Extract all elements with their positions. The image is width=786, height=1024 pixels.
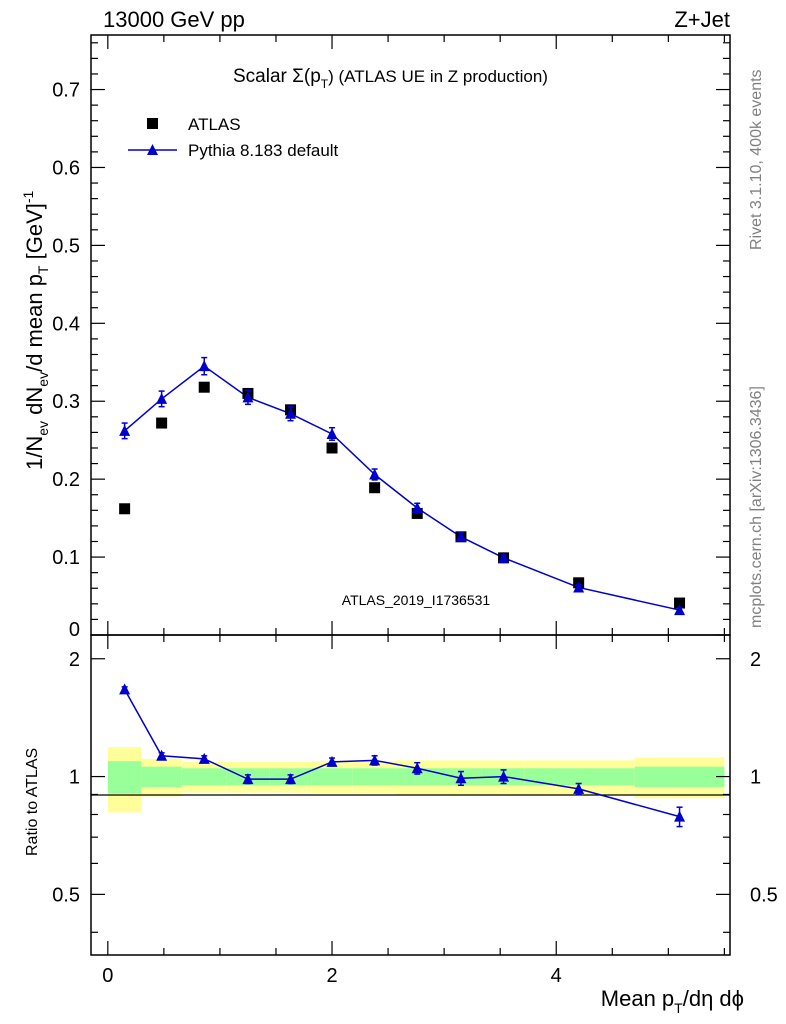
pythia-ratio-point (326, 755, 338, 767)
ratio-band-inner (634, 766, 725, 788)
ratio-band-inner (181, 768, 227, 786)
pythia-ratio-point (198, 752, 210, 764)
pythia-point (242, 391, 254, 403)
legend-pythia-label: Pythia 8.183 default (188, 141, 339, 160)
pythia-point (119, 424, 131, 436)
pythia-point (285, 407, 297, 419)
pythia-point (198, 360, 210, 372)
y-tick-label: 0 (69, 619, 80, 641)
pythia-ratio-point (242, 773, 254, 785)
x-tick-label: 2 (326, 965, 337, 987)
ylabel-part: [GeV] (22, 203, 47, 265)
y-tick-label: 0.4 (52, 313, 80, 335)
ylabel-sub: T (35, 265, 51, 274)
ratio-band-inner (311, 768, 353, 786)
ylabel-sup: -1 (20, 190, 36, 203)
atlas-data-point (198, 381, 210, 393)
ratio-band-inner (141, 766, 182, 788)
pythia-ratio-point (119, 683, 131, 695)
pythia-point (156, 392, 168, 404)
pythia-point (411, 501, 423, 513)
atlas-data-point (674, 597, 686, 609)
pythia-ratio-point (674, 810, 686, 822)
ylabel-part: 1/N (22, 436, 47, 470)
analysis-id-label: ATLAS_2019_I1736531 (342, 592, 491, 608)
ylabel-sub: ev (35, 372, 51, 387)
title-sub: T (321, 77, 329, 91)
pythia-point (674, 604, 686, 616)
source-label: mcplots.cern.ch [arXiv:1306.3436] (748, 386, 765, 628)
y-tick-label: 0.7 (52, 80, 80, 102)
y-tick-label: 0.1 (52, 547, 80, 569)
ratio-y-tick-label: 2 (69, 649, 80, 671)
process-label: Z+Jet (674, 7, 730, 32)
pythia-point (573, 581, 585, 593)
atlas-data-point (119, 503, 131, 515)
x-tick-label: 0 (102, 965, 113, 987)
ratio-y-tick-label-right: 0.5 (750, 884, 778, 906)
legend-pythia-marker (147, 144, 158, 155)
main-panel-frame (90, 34, 731, 636)
pythia-ratio-point (455, 772, 467, 784)
pythia-point (326, 427, 338, 439)
axes-ticks: 0 2 4 0 0.1 0.2 0.3 0.4 0.5 0.6 0.7 0.5 0.5 1 1 2 2 (52, 35, 778, 987)
data-marks (119, 356, 686, 828)
rivet-info-label: Rivet 3.1.10, 400k events (748, 69, 765, 250)
y-tick-label: 0.6 (52, 157, 80, 179)
atlas-data-point (369, 482, 381, 494)
atlas-data-point (411, 507, 423, 519)
pythia-ratio-point (411, 762, 423, 774)
ylabel-part: /d mean p (22, 274, 47, 372)
ratio-y-tick-label: 1 (69, 767, 80, 789)
legend: ATLAS Pythia 8.183 default (128, 115, 339, 160)
atlas-data-point (326, 442, 338, 454)
pythia-ratio-point (369, 754, 381, 766)
pythia-point (498, 551, 510, 563)
title-main: Scalar Σ(p (233, 66, 321, 87)
ratio-band-inner (524, 768, 635, 786)
legend-atlas-label: ATLAS (188, 115, 241, 134)
ylabel-part: dN (22, 387, 47, 421)
energy-label: 13000 GeV pp (103, 7, 245, 32)
xlabel-sub: T (674, 1000, 683, 1016)
y-tick-label: 0.3 (52, 391, 80, 413)
y-axis-label: 1/Nev dNev/d mean pT [GeV]-1 (20, 190, 51, 470)
x-axis-label: Mean pT/dη dϕ (601, 986, 744, 1016)
ratio-y-axis-label: Ratio to ATLAS (24, 748, 41, 856)
chart-title: Scalar Σ(pT) (ATLAS UE in Z production) (233, 66, 548, 91)
ratio-band-inner (107, 761, 142, 794)
x-tick-label: 4 (551, 965, 562, 987)
title-rest: ) (ATLAS UE in Z production) (328, 67, 548, 86)
ratio-uncertainty-bands (107, 747, 725, 813)
y-tick-label: 0.5 (52, 235, 80, 257)
ratio-band-inner (395, 768, 439, 786)
legend-atlas-marker (147, 118, 158, 129)
pythia-ratio-point (573, 782, 585, 794)
pythia-point (369, 468, 381, 480)
atlas-data-point (156, 417, 168, 429)
pythia-ratio-line (123, 689, 680, 818)
ratio-y-tick-label-right: 1 (750, 767, 761, 789)
pythia-ratio-point (156, 749, 168, 761)
y-tick-label: 0.2 (52, 469, 80, 491)
pythia-series-line (124, 365, 680, 611)
ratio-y-tick-label-right: 2 (750, 649, 761, 671)
pythia-ratio-point (498, 770, 510, 782)
pythia-ratio-point (285, 773, 297, 785)
ratio-band-inner (352, 768, 396, 786)
xlabel-part: Mean p (601, 986, 674, 1011)
xlabel-part: /dη dϕ (683, 986, 744, 1011)
pythia-point (455, 530, 467, 542)
ylabel-sub: ev (35, 421, 51, 436)
ratio-y-tick-label: 0.5 (52, 884, 80, 906)
